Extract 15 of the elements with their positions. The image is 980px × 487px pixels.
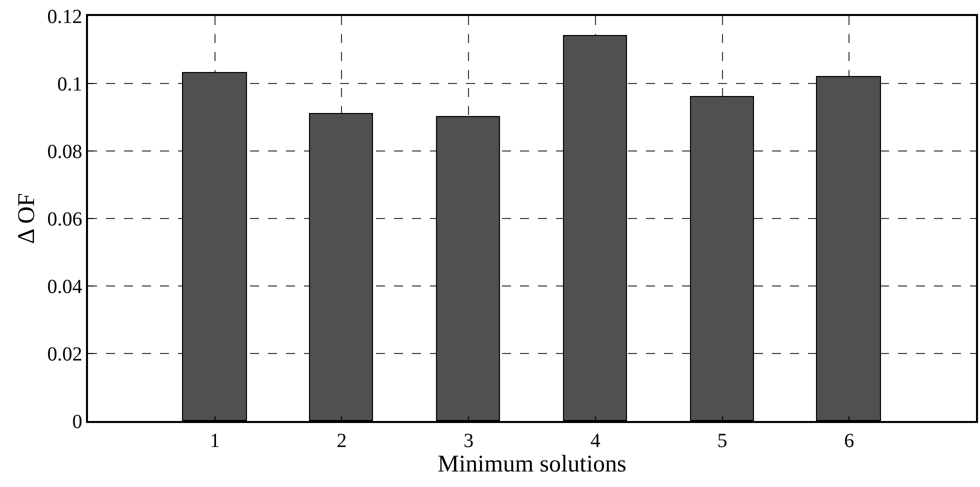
y-tick-label: 0.06 [47, 208, 82, 230]
y-tick-label: 0.04 [47, 276, 82, 298]
y-tick-label: 0.08 [47, 141, 82, 163]
x-tick-label: 6 [844, 430, 854, 452]
x-tick-label: 4 [590, 430, 600, 452]
x-tick-label: 5 [717, 430, 728, 452]
y-axis-title: Δ OF [14, 193, 40, 244]
y-tick-label: 0.1 [57, 74, 82, 96]
x-tick-label: 2 [336, 430, 347, 452]
y-tick-label: 0.02 [47, 344, 82, 366]
y-tick-label: 0.12 [47, 6, 82, 28]
x-tick-label: 3 [464, 430, 474, 452]
x-axis-title: Minimum solutions [438, 452, 626, 478]
x-tick-label: 1 [210, 430, 220, 452]
y-tick-label: 0 [72, 411, 82, 433]
